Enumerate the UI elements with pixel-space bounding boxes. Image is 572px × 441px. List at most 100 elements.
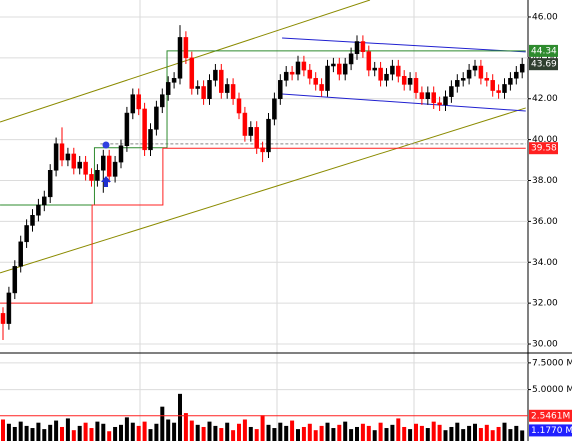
candle-body — [502, 84, 507, 93]
overlay-line — [282, 37, 526, 53]
candle-body — [30, 214, 35, 226]
volume-bar — [278, 422, 283, 441]
volume-bar — [142, 421, 147, 441]
candle-body — [213, 69, 218, 81]
volume-bar — [520, 430, 525, 441]
volume-bar — [201, 426, 206, 441]
candle-body — [183, 37, 189, 59]
candle-body — [407, 78, 413, 85]
volume-bar — [225, 422, 230, 441]
volume-bar — [113, 426, 118, 441]
volume-bar — [473, 423, 477, 441]
volume-bar — [119, 424, 123, 441]
volume-bar — [337, 424, 342, 441]
volume-bar — [425, 428, 430, 441]
candle-body — [230, 84, 236, 99]
candle-body — [419, 92, 425, 99]
volume-bar — [83, 422, 88, 441]
candle-body — [396, 65, 401, 77]
volume-bar — [319, 425, 324, 441]
volume-bar — [183, 413, 188, 441]
volume-bar — [402, 426, 407, 441]
y-tick-label: 34.00 — [532, 258, 558, 268]
candle-body — [53, 143, 59, 171]
candle-body — [514, 71, 519, 79]
volume-bar — [408, 429, 413, 441]
volume-bar — [42, 429, 47, 441]
volume-bar — [65, 418, 70, 441]
signal-circle — [102, 141, 110, 149]
candle-body — [413, 78, 419, 93]
candle-body — [354, 41, 360, 55]
volume-bar — [355, 426, 359, 441]
candle-body — [36, 204, 41, 216]
candle-body — [242, 112, 248, 136]
volume-bar — [107, 431, 112, 441]
volume-bar — [178, 393, 182, 441]
candle-body — [431, 92, 436, 104]
candle-body — [472, 65, 478, 71]
candle-body — [71, 153, 77, 169]
candle-body — [508, 78, 513, 85]
volume-bar — [484, 424, 489, 441]
value-box — [529, 44, 558, 57]
volume-bar — [242, 419, 247, 441]
y-tick-label: 40.00 — [532, 135, 558, 145]
volume-bar — [219, 428, 224, 441]
candle-body — [154, 106, 159, 130]
candle-body — [59, 143, 65, 161]
volume-bar — [89, 428, 94, 441]
volume-bar — [130, 422, 135, 441]
volume-bar — [284, 425, 289, 441]
volume-bar — [378, 422, 383, 441]
candle-body — [313, 78, 318, 85]
volume-bar — [331, 428, 336, 441]
candle-body — [449, 86, 454, 97]
volume-bar — [260, 415, 265, 441]
candle-body — [219, 69, 224, 93]
volume-bar — [101, 423, 106, 441]
candle-body — [189, 57, 195, 89]
volume-bar — [502, 422, 507, 441]
y-tick-label: 46.00 — [532, 12, 558, 22]
y-tick-label: 5.0000 M — [532, 385, 572, 395]
volume-bar — [54, 420, 59, 441]
volume-bar — [36, 422, 41, 441]
volume-bar — [496, 426, 501, 441]
candle-body — [248, 127, 254, 136]
candle-body — [106, 155, 112, 177]
candle-body — [301, 61, 307, 71]
volume-bar — [478, 428, 483, 441]
volume-bar — [124, 417, 129, 441]
candle-body — [348, 53, 354, 65]
candle-body — [384, 73, 389, 81]
volume-bar — [237, 423, 241, 441]
candle-body — [342, 63, 348, 75]
overlay-line — [0, 107, 526, 274]
volume-bar — [12, 426, 17, 441]
candle-body — [425, 92, 431, 99]
candle-body — [42, 196, 47, 206]
volume-bar — [30, 428, 35, 441]
candle-body — [437, 102, 442, 106]
volume-bar — [325, 422, 330, 441]
candle-body — [142, 108, 147, 151]
candle-body — [289, 71, 295, 75]
volume-bar — [6, 423, 11, 441]
candle-body — [484, 78, 490, 81]
candle-body — [224, 84, 230, 93]
candle-body — [136, 94, 141, 110]
candle-body — [195, 86, 200, 89]
volume-bar — [467, 425, 472, 441]
volume-bar — [160, 406, 165, 441]
volume-bar — [431, 421, 436, 441]
candle-body — [118, 145, 124, 163]
volume-bar — [248, 426, 253, 441]
candle-body — [0, 313, 6, 324]
candle-body — [24, 225, 29, 243]
value-box — [529, 409, 572, 422]
overlay-line — [282, 93, 526, 112]
volume-bar — [148, 429, 153, 441]
volume-bar — [390, 424, 395, 441]
signal-arrow — [101, 176, 111, 187]
